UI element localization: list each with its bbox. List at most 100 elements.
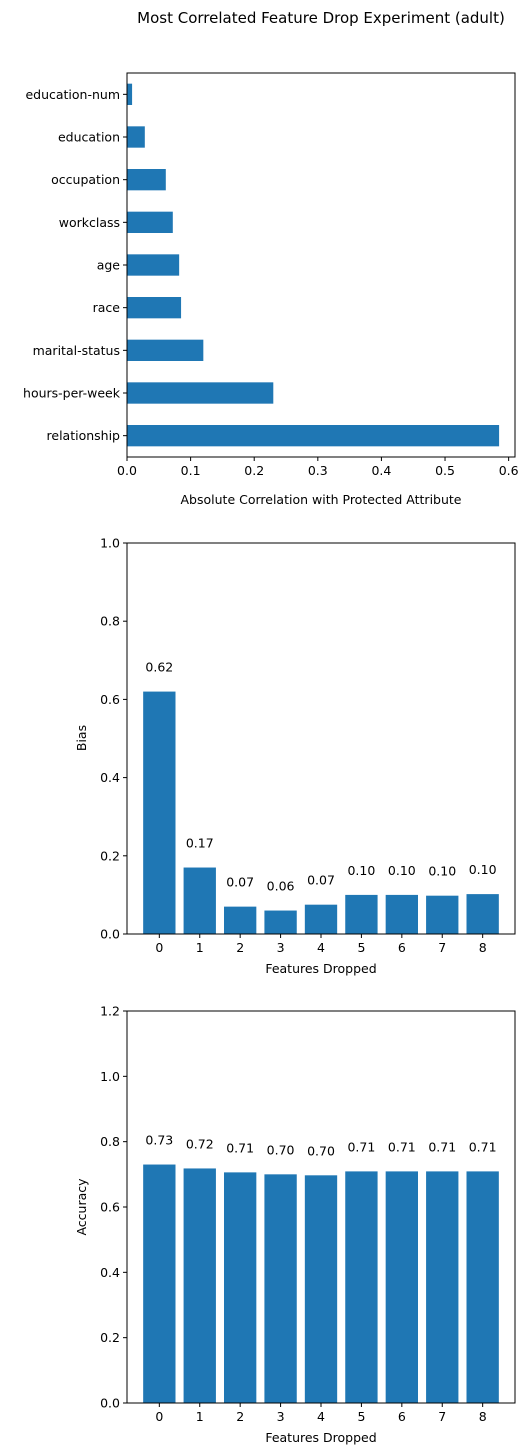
y-tick-label: workclass bbox=[59, 215, 120, 230]
bias-data-label: 0.10 bbox=[347, 863, 375, 878]
accuracy-ticks: 0 1 2 3 4 5 6 7 8 0.0 0.2 0.4 0.6 0.8 1.0 1.2 bbox=[100, 1004, 487, 1425]
bias-bar bbox=[304, 904, 338, 934]
correlation-bar bbox=[127, 83, 133, 105]
correlation-bar bbox=[127, 254, 180, 276]
x-tick-label: 0.1 bbox=[181, 463, 201, 478]
x-tick-label: 0.6 bbox=[499, 463, 519, 478]
y-tick-label: 0.2 bbox=[100, 1330, 120, 1345]
y-tick-label: relationship bbox=[47, 428, 121, 443]
bias-bar bbox=[426, 895, 459, 934]
bias-data-label: 0.07 bbox=[226, 875, 254, 890]
x-tick-label: 0.2 bbox=[244, 463, 264, 478]
y-tick-label: age bbox=[97, 258, 121, 273]
accuracy-bar bbox=[304, 1175, 338, 1403]
correlation-bar bbox=[127, 211, 173, 233]
accuracy-bars: 0.73 0.72 0.71 0.70 0.70 0.71 0.71 0.71 0.71 bbox=[143, 1133, 499, 1403]
y-tick-label: 0.0 bbox=[100, 1396, 120, 1411]
x-tick-label: 5 bbox=[357, 940, 365, 955]
x-tick-label: 4 bbox=[317, 1409, 325, 1424]
y-tick-label: 0.0 bbox=[100, 927, 120, 942]
bias-data-label: 0.10 bbox=[428, 864, 456, 879]
correlation-bar bbox=[127, 425, 500, 447]
x-tick-label: 2 bbox=[236, 1409, 244, 1424]
correlation-bar bbox=[127, 382, 274, 404]
accuracy-bar bbox=[385, 1171, 418, 1403]
bias-data-label: 0.06 bbox=[267, 879, 295, 894]
x-tick-label: 8 bbox=[479, 1409, 487, 1424]
y-tick-label: occupation bbox=[51, 172, 120, 187]
bias-bar bbox=[385, 894, 418, 934]
x-tick-label: 6 bbox=[398, 1409, 406, 1424]
accuracy-data-label: 0.71 bbox=[469, 1139, 497, 1154]
bias-bar bbox=[183, 867, 216, 934]
x-tick-label: 0.0 bbox=[117, 463, 137, 478]
y-tick-label: hours-per-week bbox=[23, 386, 121, 401]
accuracy-bar bbox=[143, 1164, 176, 1403]
x-tick-label: 2 bbox=[236, 940, 244, 955]
correlation-chart: relationship hours-per-week marital-status… bbox=[23, 72, 519, 507]
x-tick-label: 0.5 bbox=[435, 463, 455, 478]
correlation-bar bbox=[127, 169, 166, 191]
accuracy-bar bbox=[183, 1168, 216, 1403]
accuracy-bar bbox=[345, 1171, 378, 1403]
y-tick-label: marital-status bbox=[33, 343, 120, 358]
y-tick-label: 1.0 bbox=[100, 1069, 120, 1084]
x-tick-label: 1 bbox=[196, 940, 204, 955]
x-tick-label: 3 bbox=[277, 1409, 285, 1424]
y-tick-label: race bbox=[93, 300, 121, 315]
y-tick-label: 0.2 bbox=[100, 848, 120, 863]
bias-data-label: 0.10 bbox=[388, 863, 416, 878]
y-tick-label: 0.6 bbox=[100, 692, 120, 707]
bias-bar bbox=[143, 691, 176, 934]
x-tick-label: 8 bbox=[479, 940, 487, 955]
correlation-bar bbox=[127, 126, 145, 148]
y-tick-label: education-num bbox=[25, 87, 120, 102]
figure-title: Most Correlated Feature Drop Experiment … bbox=[137, 9, 505, 27]
correlation-ticks: relationship hours-per-week marital-status… bbox=[23, 87, 519, 478]
x-tick-label: 0.4 bbox=[371, 463, 391, 478]
y-tick-label: 0.4 bbox=[100, 1265, 120, 1280]
accuracy-data-label: 0.71 bbox=[388, 1139, 416, 1154]
bias-data-label: 0.17 bbox=[186, 836, 214, 851]
bias-bar bbox=[264, 910, 297, 934]
correlation-xlabel: Absolute Correlation with Protected Attr… bbox=[181, 492, 462, 507]
accuracy-data-label: 0.73 bbox=[145, 1133, 173, 1148]
accuracy-data-label: 0.71 bbox=[226, 1140, 254, 1155]
y-tick-label: 0.4 bbox=[100, 770, 120, 785]
x-tick-label: 7 bbox=[438, 1409, 446, 1424]
x-tick-label: 3 bbox=[277, 940, 285, 955]
y-tick-label: 1.2 bbox=[100, 1004, 120, 1019]
x-tick-label: 0.3 bbox=[308, 463, 328, 478]
x-tick-label: 0 bbox=[155, 940, 163, 955]
bias-bars: 0.62 0.17 0.07 0.06 0.07 0.10 0.10 0.10 0.10 bbox=[143, 660, 499, 934]
accuracy-data-label: 0.70 bbox=[307, 1143, 335, 1158]
accuracy-ylabel: Accuracy bbox=[74, 1178, 89, 1236]
bias-data-label: 0.10 bbox=[469, 862, 497, 877]
y-tick-label: 0.6 bbox=[100, 1200, 120, 1215]
bias-ylabel: Bias bbox=[74, 725, 89, 751]
accuracy-bar bbox=[224, 1172, 257, 1403]
accuracy-bar bbox=[466, 1171, 499, 1403]
bias-data-label: 0.62 bbox=[145, 660, 173, 675]
y-tick-label: education bbox=[58, 130, 120, 145]
y-tick-label: 1.0 bbox=[100, 536, 120, 551]
x-tick-label: 5 bbox=[357, 1409, 365, 1424]
x-tick-label: 4 bbox=[317, 940, 325, 955]
accuracy-data-label: 0.71 bbox=[347, 1139, 375, 1154]
x-tick-label: 0 bbox=[155, 1409, 163, 1424]
correlation-bar bbox=[127, 339, 204, 361]
accuracy-bar bbox=[426, 1171, 459, 1403]
x-tick-label: 1 bbox=[196, 1409, 204, 1424]
bias-bar bbox=[345, 894, 378, 934]
bias-bar bbox=[224, 906, 257, 934]
accuracy-data-label: 0.71 bbox=[428, 1139, 456, 1154]
bias-ticks: 0 1 2 3 4 5 6 7 8 0.0 0.2 0.4 0.6 0.8 1.0 bbox=[100, 536, 487, 956]
accuracy-chart: 0.73 0.72 0.71 0.70 0.70 0.71 0.71 0.71 0.71 0 1 2… bbox=[74, 1004, 516, 1445]
x-tick-label: 7 bbox=[438, 940, 446, 955]
y-tick-label: 0.8 bbox=[100, 614, 120, 629]
bias-xlabel: Features Dropped bbox=[265, 961, 376, 976]
y-tick-label: 0.8 bbox=[100, 1134, 120, 1149]
accuracy-bar bbox=[264, 1174, 297, 1403]
